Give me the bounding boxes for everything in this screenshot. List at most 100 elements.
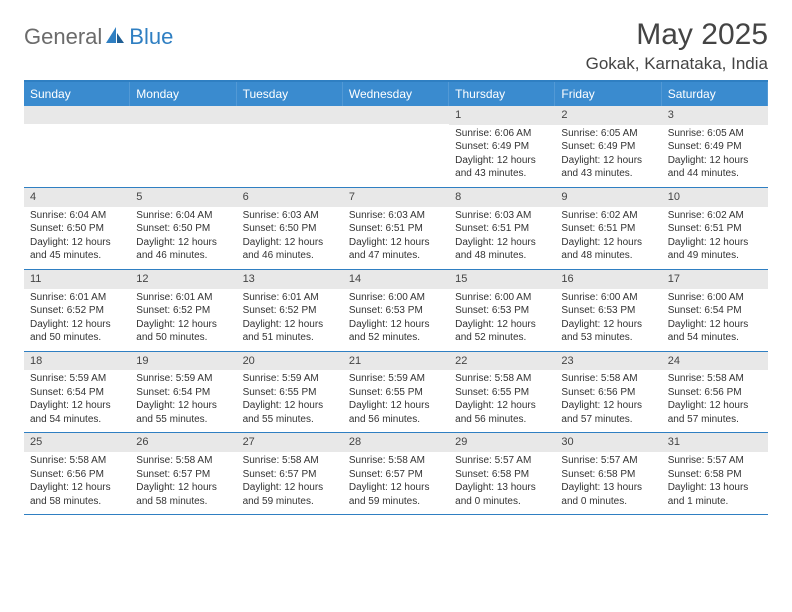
day-body: Sunrise: 6:05 AMSunset: 6:49 PMDaylight:…	[662, 125, 768, 187]
day-line: and 0 minutes.	[561, 495, 655, 509]
day-line: Sunrise: 6:05 AM	[561, 127, 655, 141]
day-line: and 44 minutes.	[668, 167, 762, 181]
day-number: 31	[662, 433, 768, 452]
day-line: Daylight: 12 hours	[136, 399, 230, 413]
day-number: 3	[662, 106, 768, 125]
day-line: Sunrise: 6:00 AM	[349, 291, 443, 305]
day-line: Sunset: 6:56 PM	[668, 386, 762, 400]
day-line: Sunset: 6:57 PM	[243, 468, 337, 482]
day-number: 13	[237, 270, 343, 289]
location-text: Gokak, Karnataka, India	[586, 54, 768, 74]
day-header: Monday	[130, 82, 236, 106]
day-line: and 58 minutes.	[30, 495, 124, 509]
day-cell: 20Sunrise: 5:59 AMSunset: 6:55 PMDayligh…	[237, 352, 343, 433]
day-line: and 43 minutes.	[455, 167, 549, 181]
day-cell: 6Sunrise: 6:03 AMSunset: 6:50 PMDaylight…	[237, 188, 343, 269]
day-line: Sunset: 6:52 PM	[30, 304, 124, 318]
day-cell	[130, 106, 236, 187]
day-line: and 47 minutes.	[349, 249, 443, 263]
day-number: 22	[449, 352, 555, 371]
day-body: Sunrise: 6:00 AMSunset: 6:53 PMDaylight:…	[555, 289, 661, 351]
day-line: Sunset: 6:53 PM	[349, 304, 443, 318]
day-cell: 3Sunrise: 6:05 AMSunset: 6:49 PMDaylight…	[662, 106, 768, 187]
day-body	[24, 124, 130, 182]
day-number: 18	[24, 352, 130, 371]
day-line: and 50 minutes.	[30, 331, 124, 345]
day-cell: 19Sunrise: 5:59 AMSunset: 6:54 PMDayligh…	[130, 352, 236, 433]
day-line: Sunrise: 5:58 AM	[455, 372, 549, 386]
day-body: Sunrise: 6:00 AMSunset: 6:53 PMDaylight:…	[449, 289, 555, 351]
day-cell: 10Sunrise: 6:02 AMSunset: 6:51 PMDayligh…	[662, 188, 768, 269]
day-body: Sunrise: 6:01 AMSunset: 6:52 PMDaylight:…	[237, 289, 343, 351]
day-line: and 50 minutes.	[136, 331, 230, 345]
day-body: Sunrise: 6:04 AMSunset: 6:50 PMDaylight:…	[130, 207, 236, 269]
day-line: Daylight: 12 hours	[243, 399, 337, 413]
day-line: Sunrise: 6:01 AM	[243, 291, 337, 305]
day-header: Sunday	[24, 82, 130, 106]
day-line: Sunrise: 5:58 AM	[243, 454, 337, 468]
day-line: Sunrise: 5:58 AM	[30, 454, 124, 468]
day-body: Sunrise: 5:58 AMSunset: 6:57 PMDaylight:…	[130, 452, 236, 514]
day-line: and 43 minutes.	[561, 167, 655, 181]
day-line: Sunrise: 6:02 AM	[668, 209, 762, 223]
day-header: Tuesday	[237, 82, 343, 106]
day-line: Sunset: 6:51 PM	[668, 222, 762, 236]
day-body: Sunrise: 5:58 AMSunset: 6:56 PMDaylight:…	[24, 452, 130, 514]
day-line: Sunset: 6:54 PM	[30, 386, 124, 400]
day-line: Daylight: 12 hours	[455, 318, 549, 332]
day-cell: 13Sunrise: 6:01 AMSunset: 6:52 PMDayligh…	[237, 270, 343, 351]
day-line: Sunset: 6:52 PM	[136, 304, 230, 318]
day-line: and 48 minutes.	[561, 249, 655, 263]
day-line: Sunset: 6:51 PM	[561, 222, 655, 236]
day-line: Sunset: 6:55 PM	[455, 386, 549, 400]
day-number: 2	[555, 106, 661, 125]
calendar-table: SundayMondayTuesdayWednesdayThursdayFrid…	[24, 80, 768, 515]
day-body: Sunrise: 5:59 AMSunset: 6:54 PMDaylight:…	[130, 370, 236, 432]
day-cell: 17Sunrise: 6:00 AMSunset: 6:54 PMDayligh…	[662, 270, 768, 351]
day-line: Sunset: 6:58 PM	[561, 468, 655, 482]
day-line: Daylight: 12 hours	[668, 236, 762, 250]
day-line: Sunset: 6:55 PM	[243, 386, 337, 400]
day-line: Sunset: 6:49 PM	[668, 140, 762, 154]
day-cell: 24Sunrise: 5:58 AMSunset: 6:56 PMDayligh…	[662, 352, 768, 433]
day-line: Sunrise: 6:04 AM	[30, 209, 124, 223]
day-line: Sunrise: 6:06 AM	[455, 127, 549, 141]
day-cell: 18Sunrise: 5:59 AMSunset: 6:54 PMDayligh…	[24, 352, 130, 433]
day-line: Sunset: 6:57 PM	[136, 468, 230, 482]
day-body: Sunrise: 6:01 AMSunset: 6:52 PMDaylight:…	[24, 289, 130, 351]
day-body: Sunrise: 6:05 AMSunset: 6:49 PMDaylight:…	[555, 125, 661, 187]
day-line: Sunset: 6:50 PM	[243, 222, 337, 236]
day-number: 19	[130, 352, 236, 371]
day-line: and 57 minutes.	[668, 413, 762, 427]
day-number: 11	[24, 270, 130, 289]
day-cell: 21Sunrise: 5:59 AMSunset: 6:55 PMDayligh…	[343, 352, 449, 433]
day-line: and 53 minutes.	[561, 331, 655, 345]
day-line: Sunset: 6:50 PM	[30, 222, 124, 236]
day-body: Sunrise: 5:57 AMSunset: 6:58 PMDaylight:…	[662, 452, 768, 514]
day-body: Sunrise: 6:03 AMSunset: 6:51 PMDaylight:…	[449, 207, 555, 269]
day-line: Daylight: 12 hours	[30, 399, 124, 413]
day-cell	[343, 106, 449, 187]
day-line: Sunrise: 6:01 AM	[136, 291, 230, 305]
week-row: 18Sunrise: 5:59 AMSunset: 6:54 PMDayligh…	[24, 352, 768, 434]
week-row: 1Sunrise: 6:06 AMSunset: 6:49 PMDaylight…	[24, 106, 768, 188]
day-cell: 12Sunrise: 6:01 AMSunset: 6:52 PMDayligh…	[130, 270, 236, 351]
day-body: Sunrise: 5:58 AMSunset: 6:57 PMDaylight:…	[237, 452, 343, 514]
day-line: Daylight: 12 hours	[561, 236, 655, 250]
day-line: Sunset: 6:54 PM	[136, 386, 230, 400]
day-cell: 15Sunrise: 6:00 AMSunset: 6:53 PMDayligh…	[449, 270, 555, 351]
day-line: Daylight: 12 hours	[349, 318, 443, 332]
day-line: Daylight: 12 hours	[136, 236, 230, 250]
day-line: Sunrise: 5:58 AM	[561, 372, 655, 386]
day-line: Daylight: 12 hours	[136, 318, 230, 332]
day-line: Daylight: 13 hours	[668, 481, 762, 495]
brand-part2: Blue	[129, 24, 173, 50]
day-number: 17	[662, 270, 768, 289]
day-number: 9	[555, 188, 661, 207]
day-cell: 28Sunrise: 5:58 AMSunset: 6:57 PMDayligh…	[343, 433, 449, 514]
day-line: and 58 minutes.	[136, 495, 230, 509]
day-line: Sunrise: 6:00 AM	[455, 291, 549, 305]
day-line: Sunrise: 5:57 AM	[561, 454, 655, 468]
title-block: May 2025 Gokak, Karnataka, India	[586, 18, 768, 74]
day-number: 30	[555, 433, 661, 452]
